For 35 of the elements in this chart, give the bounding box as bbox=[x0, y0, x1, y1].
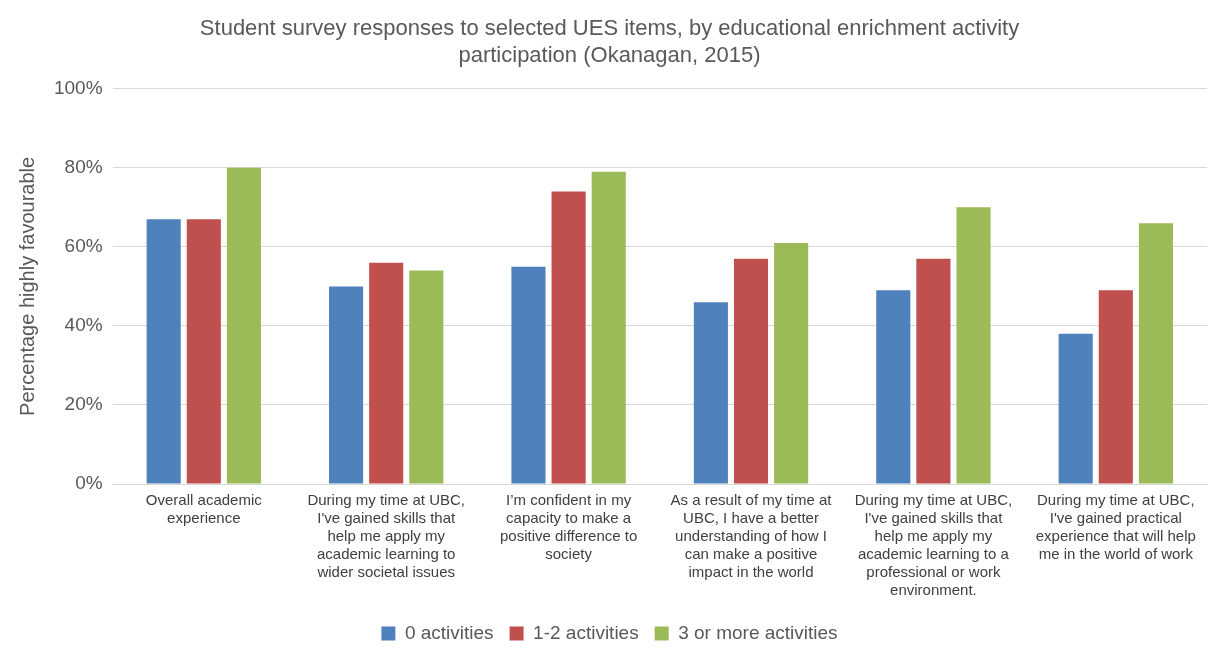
bar bbox=[1058, 333, 1093, 484]
bar bbox=[774, 242, 809, 484]
bar bbox=[186, 219, 221, 484]
legend-label: 3 or more activities bbox=[678, 621, 838, 643]
bar bbox=[693, 302, 728, 484]
x-tick-label: Overall academic experience bbox=[145, 491, 263, 527]
legend-label: 0 activities bbox=[404, 621, 494, 643]
bar bbox=[329, 286, 364, 484]
y-tick-label: 80% bbox=[64, 156, 103, 178]
chart-title: Student survey responses to selected UES items, by educational enrichment activity participation (Okanagan, 2015) bbox=[199, 15, 1020, 67]
bar bbox=[876, 290, 911, 484]
bar bbox=[591, 171, 626, 484]
bar bbox=[409, 270, 444, 484]
bar bbox=[1098, 290, 1133, 484]
bar bbox=[369, 262, 404, 484]
bar bbox=[226, 167, 261, 484]
y-tick-label: 40% bbox=[64, 314, 103, 336]
y-axis-title: Percentage highly favourable bbox=[15, 156, 38, 416]
bar bbox=[733, 258, 769, 484]
y-tick-label: 100% bbox=[53, 77, 103, 99]
y-tick-label: 60% bbox=[64, 235, 103, 257]
bar bbox=[916, 258, 951, 484]
x-tick-label: During my time at UBC, I've gained skills that help me apply my academic learning to wider societal issues bbox=[307, 491, 465, 581]
bar bbox=[146, 219, 181, 484]
bar bbox=[551, 191, 586, 484]
x-tick-label: During my time at UBC, I've gained skills that help me apply my academic learning to a professional or work environment. bbox=[854, 491, 1013, 599]
bar bbox=[511, 266, 546, 484]
y-tick-label: 20% bbox=[64, 393, 103, 415]
x-tick-label: As a result of my time at UBC, I have a better understanding of how I can make a positive impact in the world bbox=[670, 491, 833, 581]
x-tick-label: I’m confident in my capacity to make a positive difference to society bbox=[499, 491, 638, 563]
legend-label: 1-2 activities bbox=[533, 621, 639, 643]
y-tick-label: 0% bbox=[75, 472, 103, 494]
x-tick-label: During my time at UBC, I've gained practical experience that will help me in the world of work bbox=[1035, 491, 1196, 563]
bar bbox=[1138, 223, 1173, 484]
bar bbox=[956, 207, 991, 484]
